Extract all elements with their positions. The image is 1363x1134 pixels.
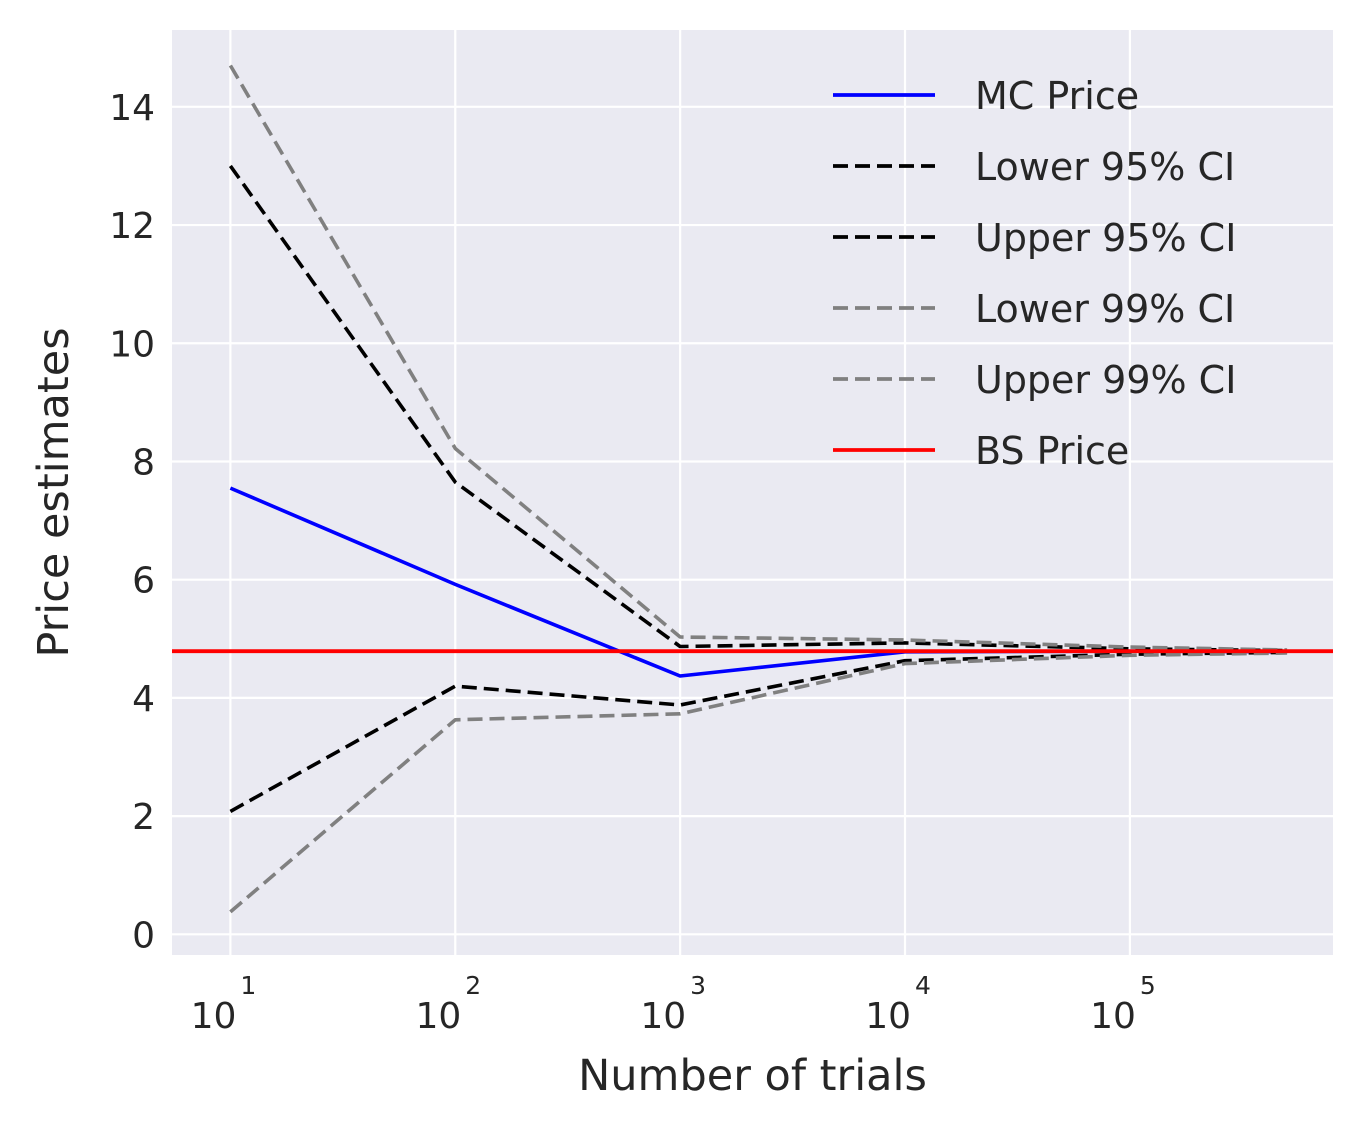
legend-entry-5: BS Price — [833, 429, 1129, 473]
series-line-4 — [228, 64, 1288, 652]
legend-label-4: Upper 99% CI — [975, 358, 1236, 402]
x-tick-exp-0: 1 — [240, 971, 256, 1000]
plot-background — [172, 30, 1333, 955]
grid-lines — [172, 30, 1333, 955]
x-tick-exp-4: 5 — [1140, 971, 1156, 1000]
x-tick-label-3: 104 — [865, 971, 931, 1037]
y-tick-label-0: 0 — [132, 915, 155, 956]
legend-entry-0: MC Price — [833, 74, 1139, 118]
y-tick-label-6: 12 — [109, 206, 155, 247]
y-tick-label-1: 2 — [132, 797, 155, 838]
series-line-2 — [228, 164, 1288, 653]
series-line-3 — [229, 651, 1288, 914]
y-tick-label-2: 4 — [132, 679, 155, 720]
x-tick-exp-3: 4 — [915, 971, 931, 1000]
x-tick-base-1: 10 — [415, 996, 461, 1037]
legend-label-0: MC Price — [975, 74, 1139, 118]
legend-label-5: BS Price — [975, 429, 1129, 473]
legend: MC Price Lower 95% CI Upper 95% CI Lower 99… — [833, 74, 1236, 473]
x-tick-label-4: 105 — [1090, 971, 1156, 1037]
x-tick-base-3: 10 — [865, 996, 911, 1037]
x-tick-label-2: 103 — [640, 971, 706, 1037]
x-tick-base-2: 10 — [640, 996, 686, 1037]
x-tick-label-1: 102 — [415, 971, 481, 1037]
legend-label-2: Upper 95% CI — [975, 216, 1236, 260]
x-tick-exp-1: 2 — [465, 971, 481, 1000]
legend-entry-1: Lower 95% CI — [833, 145, 1235, 189]
series-line-1 — [229, 650, 1288, 813]
x-axis-label: Number of trials — [578, 1051, 927, 1101]
y-tick-label-4: 8 — [132, 442, 155, 483]
series-lines — [172, 64, 1333, 914]
x-tick-exp-2: 3 — [690, 971, 706, 1000]
legend-entry-2: Upper 95% CI — [833, 216, 1236, 260]
y-tick-labels: 0 2 4 6 8 10 12 14 — [109, 88, 155, 956]
legend-label-3: Lower 99% CI — [975, 287, 1235, 331]
legend-entry-3: Lower 99% CI — [833, 287, 1235, 331]
x-tick-base-0: 10 — [191, 996, 237, 1037]
y-tick-label-3: 6 — [132, 561, 155, 602]
y-axis-label: Price estimates — [29, 327, 79, 657]
y-tick-label-5: 10 — [109, 324, 155, 365]
legend-label-1: Lower 95% CI — [975, 145, 1235, 189]
legend-entry-4: Upper 99% CI — [833, 358, 1236, 402]
y-tick-label-7: 14 — [109, 88, 155, 129]
x-tick-label-0: 101 — [191, 971, 257, 1037]
x-tick-base-4: 10 — [1090, 996, 1136, 1037]
